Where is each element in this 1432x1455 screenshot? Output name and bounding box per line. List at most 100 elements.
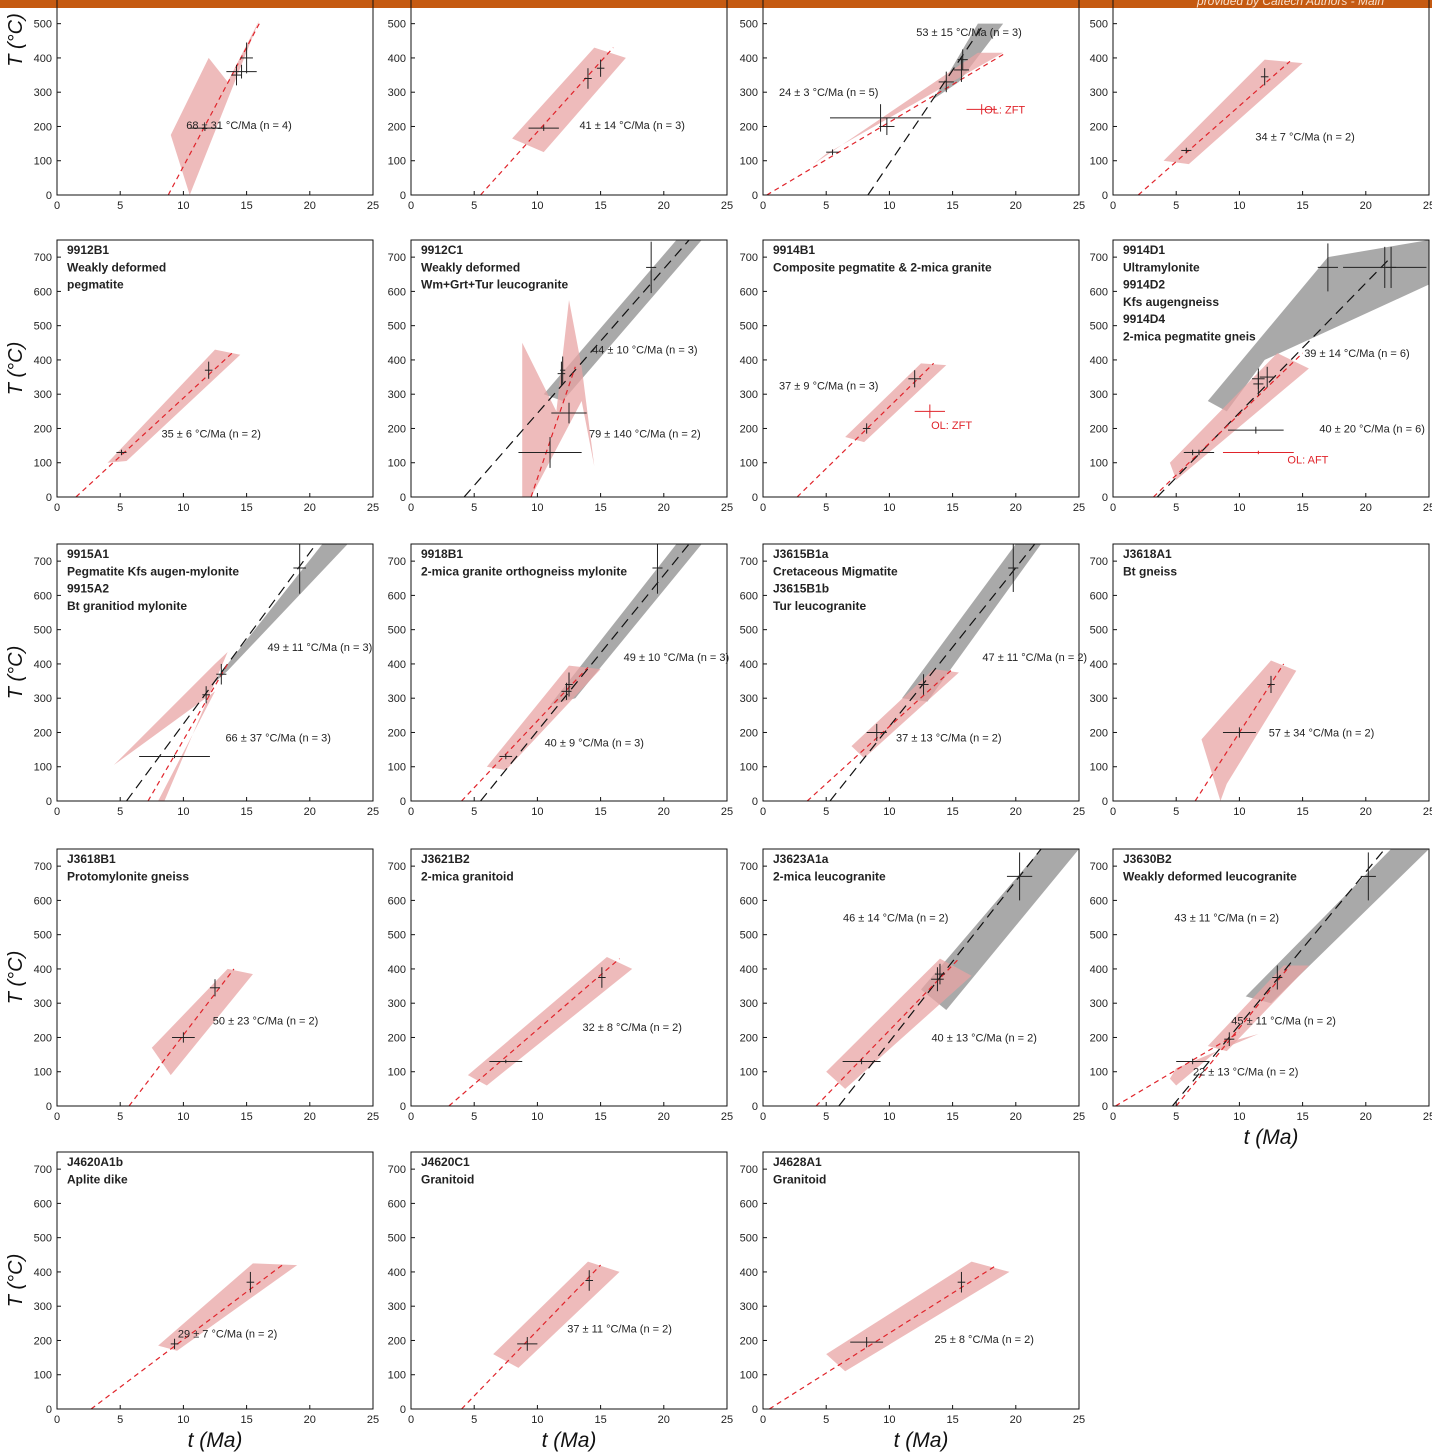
y-tick-label: 400 xyxy=(388,355,406,367)
x-tick-label: 5 xyxy=(823,1111,829,1123)
confidence-band-red xyxy=(813,52,1004,165)
y-tick-label: 600 xyxy=(34,286,52,298)
y-tick-label: 400 xyxy=(34,964,52,976)
x-tick-label: 10 xyxy=(531,806,543,818)
regression-line-red xyxy=(448,958,620,1106)
y-tick-label: 0 xyxy=(400,796,406,808)
y-tick-label: 500 xyxy=(34,625,52,637)
x-tick-label: 10 xyxy=(883,200,895,212)
data-point xyxy=(1222,727,1256,738)
y-tick-label: 600 xyxy=(34,1198,52,1210)
x-tick-label: 5 xyxy=(117,502,123,514)
y-tick-label: 200 xyxy=(388,121,406,133)
panel-title-line: Cretaceous Migmatite xyxy=(773,564,898,578)
data-point xyxy=(1272,965,1283,990)
plot-frame xyxy=(56,543,374,802)
y-tick-label: 100 xyxy=(740,458,758,470)
x-tick-label: 15 xyxy=(594,1414,606,1426)
y-tick-label: 400 xyxy=(388,53,406,65)
x-tick-label: 0 xyxy=(408,806,414,818)
x-tick-label: 0 xyxy=(408,200,414,212)
plot-frame xyxy=(56,0,374,196)
plot-frame xyxy=(762,543,1080,802)
y-tick-label: 400 xyxy=(740,53,758,65)
cooling-rate-label: 79 ± 140 °C/Ma (n = 2) xyxy=(589,429,701,441)
panel-title-line: Aplite dike xyxy=(67,1172,128,1186)
x-tick-label: 20 xyxy=(1010,1414,1022,1426)
y-tick-label: 600 xyxy=(740,590,758,602)
plot-area xyxy=(463,240,702,497)
confidence-band-gray xyxy=(1207,240,1429,412)
y-tick-label: 300 xyxy=(388,87,406,99)
y-tick-label: 500 xyxy=(34,19,52,31)
panel-p11: 0 5 10 15 20 25 0 100 200 300 400 500 600 700 J3615B1a… xyxy=(740,543,1087,818)
y-tick-label: 500 xyxy=(388,1233,406,1245)
y-tick-label: 300 xyxy=(740,87,758,99)
panel-p17: 0 5 10 15 20 25 0 100 200 300 400 500 600 700 J4620A1b… xyxy=(5,1151,379,1452)
x-tick-label: 5 xyxy=(823,806,829,818)
x-tick-label: 0 xyxy=(54,1414,60,1426)
panel-p5: 0 5 10 15 20 25 0 100 200 300 400 500 600 700 9912B1 We… xyxy=(5,239,379,514)
panel-title-line: 9912B1 xyxy=(67,243,109,257)
plot-area xyxy=(1115,849,1429,1106)
y-tick-label: 600 xyxy=(740,895,758,907)
y-tick-label: 100 xyxy=(34,1370,52,1382)
data-point xyxy=(1176,1058,1210,1065)
y-tick-label: 300 xyxy=(34,693,52,705)
regression-line-red xyxy=(480,47,614,195)
x-tick-label: 15 xyxy=(946,806,958,818)
confidence-band-gray xyxy=(550,544,702,706)
panel-title-line: J3621B2 xyxy=(421,852,470,866)
y-tick-label: 400 xyxy=(34,53,52,65)
y-tick-label: 700 xyxy=(740,252,758,264)
cooling-rate-label: 57 ± 34 °C/Ma (n = 2) xyxy=(1269,727,1375,739)
x-tick-label: 20 xyxy=(1010,502,1022,514)
panel-title-line: Weakly deformed xyxy=(67,260,166,274)
x-tick-label: 0 xyxy=(760,502,766,514)
y-tick-label: 500 xyxy=(1090,625,1108,637)
outlier-annotation: OL: AFT xyxy=(1287,454,1328,466)
y-tick-label: 200 xyxy=(388,423,406,435)
y-tick-label: 300 xyxy=(34,389,52,401)
panel-p12: 0 5 10 15 20 25 0 100 200 300 400 500 600 700 J3618A1 B… xyxy=(1090,543,1432,818)
x-tick-label: 10 xyxy=(177,806,189,818)
confidence-band-red xyxy=(512,47,626,153)
y-tick-label: 0 xyxy=(1102,492,1108,504)
y-tick-label: 200 xyxy=(740,727,758,739)
y-tick-label: 600 xyxy=(1090,590,1108,602)
x-tick-label: 10 xyxy=(531,200,543,212)
x-tick-label: 5 xyxy=(823,200,829,212)
regression-line-gray xyxy=(829,544,1036,801)
panel-p6: 0 5 10 15 20 25 0 100 200 300 400 500 600 700 9912C1 We… xyxy=(388,239,733,514)
y-tick-label: 200 xyxy=(740,1032,758,1044)
y-tick-label: 200 xyxy=(1090,727,1108,739)
panel-p2: 0 5 10 15 20 25 0 100 200 300 400 500 41 ± 14 °C/Ma … xyxy=(388,0,733,212)
data-point xyxy=(528,125,559,131)
panel-title-line: 9912C1 xyxy=(421,243,463,257)
data-point xyxy=(246,1271,255,1293)
y-tick-label: 200 xyxy=(34,423,52,435)
data-point xyxy=(1259,366,1275,388)
x-tick-label: 20 xyxy=(1010,806,1022,818)
panel-title-line: J3615B1a xyxy=(773,547,829,561)
plot-frame xyxy=(410,543,728,802)
x-tick-label: 15 xyxy=(1296,200,1308,212)
y-tick-label: 400 xyxy=(34,1267,52,1279)
data-point xyxy=(565,672,573,697)
plot-frame xyxy=(410,239,728,498)
y-tick-label: 700 xyxy=(388,556,406,568)
data-point xyxy=(953,57,970,82)
y-tick-label: 0 xyxy=(400,190,406,202)
regression-line-red xyxy=(766,53,1004,195)
x-tick-label: 25 xyxy=(1073,1111,1085,1123)
data-point xyxy=(826,149,839,155)
data-point xyxy=(1386,246,1397,288)
data-point xyxy=(1267,675,1275,694)
y-tick-label: 0 xyxy=(400,1101,406,1113)
y-tick-label: 100 xyxy=(1090,458,1108,470)
x-tick-label: 20 xyxy=(304,1414,316,1426)
plot-area xyxy=(75,349,241,497)
data-point xyxy=(938,71,954,93)
y-tick-label: 100 xyxy=(740,156,758,168)
y-tick-label: 700 xyxy=(1090,252,1108,264)
